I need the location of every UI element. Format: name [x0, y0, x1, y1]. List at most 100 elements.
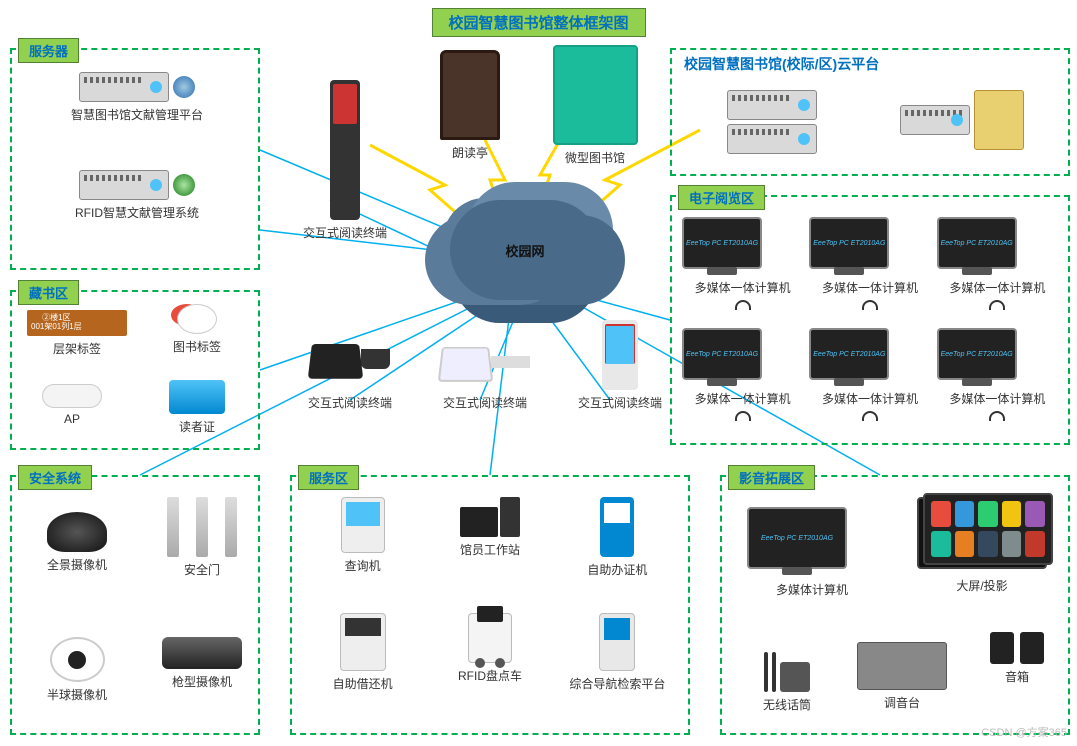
- node-book-tag: 图书标签: [152, 304, 242, 355]
- region-security: 安全系统 全景摄像机 安全门 半球摄像机 枪型摄像机: [10, 475, 260, 735]
- mic-icon: [737, 642, 837, 692]
- node-srv1: 智慧图书馆文献管理平台: [32, 72, 242, 123]
- cart-icon: [429, 613, 550, 663]
- server-icon: [692, 90, 852, 120]
- staff-label: 馆员工作站: [429, 541, 550, 558]
- node-ap: AP: [27, 384, 117, 426]
- kiosk1-label: 交互式阅读终端: [295, 224, 395, 241]
- cloud-platform-title: 校园智慧图书馆(校际/区)云平台: [684, 54, 879, 74]
- node-kiosk1: 交互式阅读终端: [295, 80, 395, 241]
- region-servers: 服务器 智慧图书馆文献管理平台 RFID智慧文献管理系统: [10, 48, 260, 270]
- screen-text: EeeTop PC ET2010AG: [941, 240, 1013, 247]
- self-loan-label: 自助借还机: [302, 675, 423, 692]
- node-reader-card: 读者证: [152, 380, 242, 435]
- dome-cam-icon: [47, 512, 107, 552]
- region-label-av: 影音拓展区: [728, 465, 815, 490]
- cabinet-icon: [553, 45, 638, 145]
- monitor-icon: EeeTop PC ET2010AG: [682, 328, 762, 380]
- region-av: 影音拓展区 EeeTop PC ET2010AG 多媒体计算机 大屏/投影 无线…: [720, 475, 1070, 735]
- region-eread: 电子阅览区 EeeTop PC ET2010AG 多媒体一体计算机 EeeTop…: [670, 195, 1070, 445]
- server-rack-icon: [872, 90, 1052, 150]
- node-pc-6: EeeTop PC ET2010AG 多媒体一体计算机: [937, 328, 1058, 433]
- nav-search-label: 综合导航检索平台: [557, 675, 678, 692]
- diagram-title: 校园智慧图书馆整体框架图: [431, 8, 645, 37]
- region-label-security: 安全系统: [18, 465, 92, 490]
- big-screen-label: 大屏/投影: [907, 577, 1057, 594]
- headphone-icon: [989, 411, 1005, 421]
- node-mic: 无线话筒: [737, 642, 837, 713]
- monitor-icon: EeeTop PC ET2010AG: [809, 217, 889, 269]
- node-pc-3: EeeTop PC ET2010AG 多媒体一体计算机: [937, 217, 1058, 322]
- region-label-eread: 电子阅览区: [678, 185, 765, 210]
- srv2-label: RFID智慧文献管理系统: [32, 204, 242, 221]
- pc-label: 多媒体一体计算机: [809, 279, 930, 296]
- booth-icon: [440, 50, 500, 140]
- screen-text: EeeTop PC ET2010AG: [941, 351, 1013, 358]
- gate-icon: [167, 497, 237, 557]
- server-icon: [32, 170, 242, 200]
- region-books: 藏书区 ②楼1区 001架01列1层 层架标签 图书标签 AP 读者证: [10, 290, 260, 450]
- node-self-loan: 自助借还机: [302, 613, 423, 723]
- av-pc-label: 多媒体计算机: [747, 581, 877, 598]
- node-pc-2: EeeTop PC ET2010AG 多媒体一体计算机: [809, 217, 930, 322]
- screen-text: EeeTop PC ET2010AG: [813, 351, 885, 358]
- server-icon: [32, 72, 242, 102]
- query-label: 查询机: [302, 557, 423, 574]
- cloud-server-2: [872, 90, 1052, 154]
- pc-label: 多媒体一体计算机: [937, 390, 1058, 407]
- pc-label: 多媒体一体计算机: [809, 390, 930, 407]
- big-screen-icon: [917, 497, 1047, 569]
- headphone-icon: [862, 300, 878, 310]
- gate-label: 安全门: [152, 561, 252, 578]
- monitor-icon: EeeTop PC ET2010AG: [747, 507, 847, 569]
- node-mixer: 调音台: [847, 642, 957, 711]
- node-speaker: 音箱: [972, 632, 1062, 685]
- node-shelf-tag: ②楼1区 001架01列1层 层架标签: [22, 310, 132, 357]
- shelf-tag-label: 层架标签: [22, 340, 132, 357]
- monitor-icon: EeeTop PC ET2010AG: [937, 328, 1017, 380]
- cloud-hub: 校园网: [450, 200, 600, 300]
- touch-table-icon: [440, 335, 530, 390]
- watermark: CSDN @方案365: [981, 724, 1067, 740]
- screen-text: EeeTop PC ET2010AG: [686, 351, 758, 358]
- mixer-icon: [857, 642, 947, 690]
- headphone-icon: [862, 411, 878, 421]
- bullet-cam-icon: [162, 637, 242, 669]
- pc-label: 多媒体一体计算机: [682, 390, 803, 407]
- node-kiosk4: 交互式阅读终端: [565, 320, 675, 411]
- node-hemi-cam: 半球摄像机: [22, 637, 132, 703]
- screen-text: EeeTop PC ET2010AG: [761, 535, 833, 542]
- kiosk-icon: [302, 613, 423, 671]
- gun-cam-label: 枪型摄像机: [147, 673, 257, 690]
- workstation-icon: [429, 497, 550, 537]
- region-label-service: 服务区: [298, 465, 359, 490]
- screen-text: EeeTop PC ET2010AG: [686, 240, 758, 247]
- ap-icon: [42, 384, 102, 408]
- cloud-server-1: [692, 90, 852, 158]
- node-srv2: RFID智慧文献管理系统: [32, 170, 242, 221]
- ap-label: AP: [27, 412, 117, 426]
- cloud-hub-label: 校园网: [505, 241, 544, 260]
- region-label-books: 藏书区: [18, 280, 79, 305]
- node-pc-4: EeeTop PC ET2010AG 多媒体一体计算机: [682, 328, 803, 433]
- kiosk-icon: [557, 613, 678, 671]
- headphone-icon: [989, 300, 1005, 310]
- hemi-cam-icon: [50, 637, 105, 682]
- card-icon: [169, 380, 225, 414]
- speaker-label: 音箱: [972, 668, 1062, 685]
- node-kiosk2: 交互式阅读终端: [290, 330, 410, 411]
- node-pan-cam: 全景摄像机: [22, 512, 132, 573]
- node-query: 查询机: [302, 497, 423, 607]
- node-pc-1: EeeTop PC ET2010AG 多媒体一体计算机: [682, 217, 803, 322]
- kiosk4-label: 交互式阅读终端: [565, 394, 675, 411]
- book-tag-icon: [177, 304, 217, 334]
- booth-label: 朗读亭: [420, 144, 520, 161]
- hemi-cam-label: 半球摄像机: [22, 686, 132, 703]
- rfid-cart-label: RFID盘点车: [429, 667, 550, 684]
- kiosk-icon: [295, 80, 395, 220]
- region-label-servers: 服务器: [18, 38, 79, 63]
- shelf-tag-icon: ②楼1区 001架01列1层: [27, 310, 127, 336]
- monitor-icon: EeeTop PC ET2010AG: [937, 217, 1017, 269]
- touch-table-icon: [310, 330, 390, 390]
- kiosk-icon: [565, 320, 675, 390]
